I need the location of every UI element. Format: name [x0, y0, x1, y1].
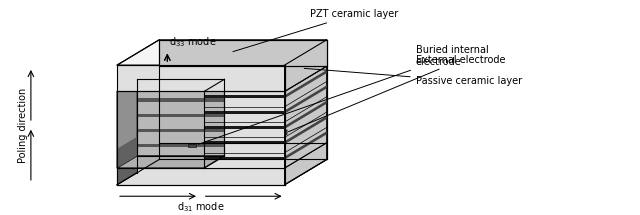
Polygon shape	[137, 144, 225, 147]
Text: Poling direction: Poling direction	[18, 87, 28, 163]
Polygon shape	[117, 168, 285, 185]
Polygon shape	[285, 130, 287, 136]
Polygon shape	[285, 40, 326, 91]
Polygon shape	[204, 91, 285, 168]
Polygon shape	[204, 126, 285, 129]
Polygon shape	[285, 143, 326, 185]
Text: Buried internal
electrode: Buried internal electrode	[198, 45, 488, 144]
Polygon shape	[137, 98, 225, 101]
Polygon shape	[285, 131, 326, 160]
Polygon shape	[137, 79, 225, 156]
Polygon shape	[117, 66, 326, 91]
Polygon shape	[117, 79, 137, 168]
Polygon shape	[117, 160, 326, 185]
Polygon shape	[204, 111, 285, 114]
Text: External electrode: External electrode	[289, 55, 505, 132]
Text: Passive ceramic layer: Passive ceramic layer	[304, 68, 522, 86]
Text: d$_{33}$ mode: d$_{33}$ mode	[169, 35, 217, 49]
Polygon shape	[117, 137, 137, 168]
Polygon shape	[285, 116, 326, 144]
Polygon shape	[137, 129, 225, 132]
Polygon shape	[188, 144, 196, 147]
Polygon shape	[117, 156, 137, 185]
Polygon shape	[117, 156, 225, 168]
Polygon shape	[159, 40, 326, 160]
Polygon shape	[137, 83, 225, 86]
Polygon shape	[117, 79, 225, 91]
Polygon shape	[285, 66, 326, 168]
Polygon shape	[117, 65, 285, 91]
Polygon shape	[159, 40, 326, 66]
Polygon shape	[204, 95, 285, 98]
Polygon shape	[117, 143, 326, 168]
Polygon shape	[204, 141, 285, 144]
Text: d$_{31}$ mode: d$_{31}$ mode	[177, 200, 225, 214]
Polygon shape	[285, 70, 326, 98]
Polygon shape	[117, 40, 326, 65]
Text: PZT ceramic layer: PZT ceramic layer	[233, 9, 399, 52]
Polygon shape	[204, 157, 285, 160]
Polygon shape	[285, 101, 326, 129]
Polygon shape	[285, 85, 326, 114]
Polygon shape	[137, 114, 225, 117]
